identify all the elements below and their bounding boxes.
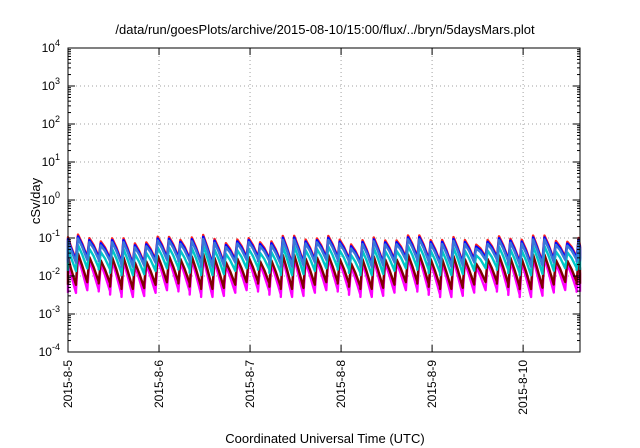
y-tick-exponent: -2 bbox=[52, 266, 60, 276]
grid bbox=[68, 48, 580, 352]
y-tick-exponent: 0 bbox=[55, 190, 60, 200]
y-tick-label: 10-2 bbox=[39, 266, 60, 283]
y-tick-label: 102 bbox=[42, 114, 60, 131]
x-tick-label: 2015-8-10 bbox=[516, 360, 530, 415]
y-tick-exponent: -4 bbox=[52, 342, 60, 352]
chart-title: /data/run/goesPlots/archive/2015-08-10/1… bbox=[115, 22, 535, 37]
y-tick-label: 103 bbox=[42, 76, 60, 93]
y-tick-exponent: -3 bbox=[52, 304, 60, 314]
y-tick-exponent: 3 bbox=[55, 76, 60, 86]
x-tick-label: 2015-8-5 bbox=[61, 360, 75, 408]
y-tick-label: 10-4 bbox=[39, 342, 60, 359]
x-tick-label: 2015-8-9 bbox=[425, 360, 439, 408]
y-tick-exponent: 1 bbox=[55, 152, 60, 162]
series-line bbox=[66, 237, 582, 268]
y-tick-exponent: 4 bbox=[55, 38, 60, 48]
x-tick-label: 2015-8-6 bbox=[152, 360, 166, 408]
y-tick-exponent: -1 bbox=[52, 228, 60, 238]
y-axis-label: cSv/day bbox=[28, 177, 43, 224]
y-tick-label: 10-3 bbox=[39, 304, 60, 321]
x-tick-label: 2015-8-8 bbox=[334, 360, 348, 408]
x-tick-label: 2015-8-7 bbox=[243, 360, 257, 408]
y-tick-label: 10-1 bbox=[39, 228, 60, 245]
series-layer bbox=[66, 233, 582, 299]
y-tick-label: 100 bbox=[42, 190, 60, 207]
x-axis-label: Coordinated Universal Time (UTC) bbox=[225, 431, 424, 446]
y-tick-label: 104 bbox=[42, 38, 60, 55]
y-tick-label: 101 bbox=[42, 152, 60, 169]
y-tick-exponent: 2 bbox=[55, 114, 60, 124]
x-axis: 2015-8-5 2015-8-6 2015-8-7 2015-8-8 2015-8-9… bbox=[61, 48, 530, 415]
